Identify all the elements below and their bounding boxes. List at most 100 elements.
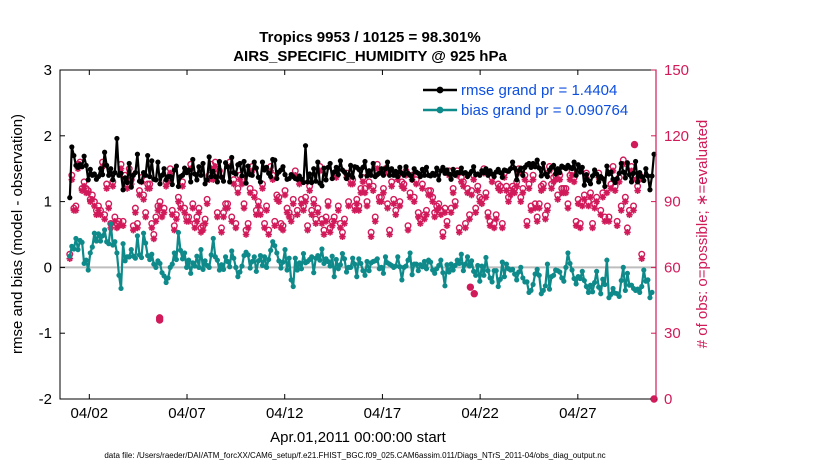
bias-point: [114, 250, 120, 256]
obs-possible-point: [543, 202, 551, 210]
rmse-point: [407, 172, 413, 178]
bias-point: [186, 257, 192, 263]
obs-possible-point: [369, 182, 377, 190]
bias-point: [356, 256, 362, 262]
bias-point: [528, 287, 534, 294]
rmse-point: [403, 164, 409, 170]
obs-possible-point: [357, 184, 365, 192]
rmse-point: [618, 160, 624, 167]
rmse-point: [337, 158, 343, 164]
obs-possible-point: [217, 224, 225, 232]
rmse-point: [112, 170, 118, 176]
rmse-point: [192, 171, 198, 177]
bias-point: [591, 279, 598, 286]
legend-bias-marker: [436, 106, 444, 114]
rmse-point: [311, 166, 317, 172]
y2-tick-label: 0: [664, 391, 672, 408]
rmse-point: [104, 162, 110, 169]
rmse-point: [188, 179, 194, 185]
rmse-point: [179, 172, 186, 178]
obs-possible-point: [531, 200, 539, 208]
rmse-point: [118, 170, 124, 176]
rmse-point: [280, 164, 286, 170]
obs-possible-point: [228, 213, 236, 221]
obs-possible-point: [170, 222, 178, 230]
bias-point: [337, 262, 343, 268]
rmse-point: [190, 156, 196, 163]
rmse-point: [641, 177, 647, 184]
rmse-point: [138, 179, 145, 185]
bias-point: [83, 257, 89, 263]
obs-possible-point: [396, 198, 404, 206]
obs-possible-point: [250, 189, 258, 197]
bias-point: [427, 259, 434, 265]
obs-possible-point: [193, 213, 201, 221]
bias-point: [557, 269, 563, 275]
rmse-point: [624, 160, 630, 166]
obs-possible-point: [519, 184, 527, 192]
bias-point: [366, 268, 372, 274]
rmse-point: [635, 179, 641, 185]
obs-possible-point: [174, 193, 182, 201]
rmse-point: [581, 182, 587, 188]
bias-point: [542, 283, 548, 289]
obs-possible-point: [254, 198, 262, 206]
obs-possible-point: [630, 202, 638, 210]
bias-point: [177, 247, 184, 253]
bias-point: [268, 247, 274, 253]
rmse-point: [343, 175, 350, 182]
bias-point: [214, 257, 220, 263]
obs-possible-point: [410, 193, 418, 201]
obs-possible-point: [242, 226, 250, 234]
rmse-point: [153, 177, 159, 183]
rmse-point: [159, 172, 165, 178]
rmse-point: [571, 159, 577, 165]
obs-possible-point: [189, 200, 197, 208]
rmse-point: [444, 167, 450, 173]
obs-possible-point: [455, 224, 463, 232]
bias-point: [413, 261, 419, 267]
rmse-point: [391, 172, 397, 178]
rmse-point: [79, 164, 85, 170]
obs-possible-point: [363, 198, 371, 206]
rmse-point: [612, 179, 618, 186]
rmse-point: [532, 164, 538, 170]
bias-point: [645, 277, 651, 283]
rmse-point: [384, 159, 391, 165]
bias-point: [227, 264, 233, 270]
bias-point: [284, 267, 290, 273]
bias-point: [85, 267, 91, 273]
bias-point: [229, 248, 235, 254]
bias-point: [75, 247, 81, 253]
rmse-point: [649, 173, 655, 179]
obs-possible-point: [201, 215, 209, 223]
rmse-point: [596, 179, 602, 185]
obs-possible-point: [541, 211, 549, 219]
plot-marks: [60, 135, 658, 403]
obs-possible-point: [320, 226, 328, 234]
obs-possible-point: [340, 215, 348, 223]
obs-possible-point: [517, 193, 525, 201]
rmse-point: [81, 153, 87, 159]
obs-possible-point: [322, 213, 330, 221]
bias-point: [550, 272, 557, 278]
bias-point: [452, 262, 458, 269]
bias-point: [93, 238, 100, 244]
rmse-point: [509, 159, 516, 165]
obs-possible-point: [148, 220, 156, 228]
obs-possible-point: [224, 200, 232, 208]
obs-possible-point: [439, 228, 447, 236]
obs-possible-point: [564, 200, 572, 208]
obs-possible-point: [484, 209, 492, 217]
rmse-point: [608, 169, 614, 175]
obs-possible-point: [400, 180, 408, 188]
rmse-point: [409, 177, 415, 183]
bias-point: [317, 257, 323, 263]
bias-point: [419, 264, 425, 270]
rmse-point: [366, 168, 372, 174]
obs-possible-point: [304, 222, 312, 230]
obs-possible-point: [345, 198, 353, 206]
rmse-point: [622, 175, 628, 181]
rmse-point: [637, 170, 643, 176]
rmse-point: [110, 177, 116, 183]
